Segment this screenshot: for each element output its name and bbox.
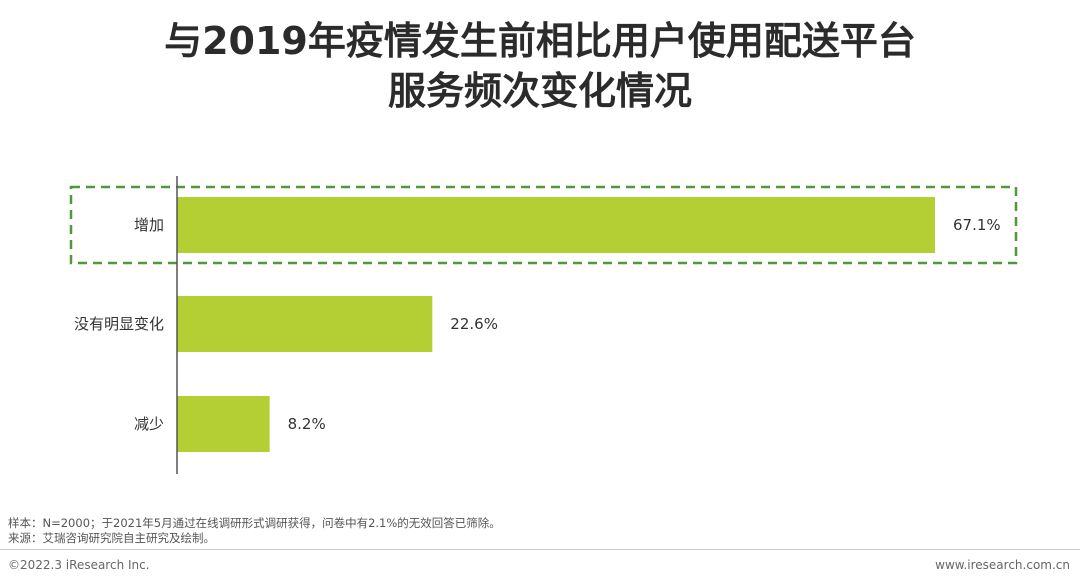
bar [177, 197, 935, 253]
footer-divider [0, 549, 1080, 550]
category-label: 增加 [134, 216, 164, 234]
value-label: 8.2% [288, 415, 326, 433]
chart-title-line-2: 服务频次变化情况 [387, 69, 692, 113]
chart-title-line-1: 与2019年疫情发生前相比用户使用配送平台 [164, 19, 916, 63]
value-label: 22.6% [450, 315, 498, 333]
bar [177, 296, 433, 352]
source-note: 来源：艾瑞咨询研究院自主研究及绘制。 [8, 531, 215, 545]
website-link[interactable]: www.iresearch.com.cn [935, 558, 1070, 572]
sample-note: 样本：N=2000；于2021年5月通过在线调研形式调研获得，问卷中有2.1%的… [8, 516, 501, 530]
category-label: 没有明显变化 [74, 315, 164, 333]
value-label: 67.1% [953, 216, 1001, 234]
category-label: 减少 [134, 415, 164, 433]
chart-title: 与2019年疫情发生前相比用户使用配送平台 服务频次变化情况 [0, 16, 1080, 116]
copyright: ©2022.3 iResearch Inc. [8, 558, 150, 572]
highlight-box [69, 185, 1018, 265]
bar [177, 396, 270, 452]
